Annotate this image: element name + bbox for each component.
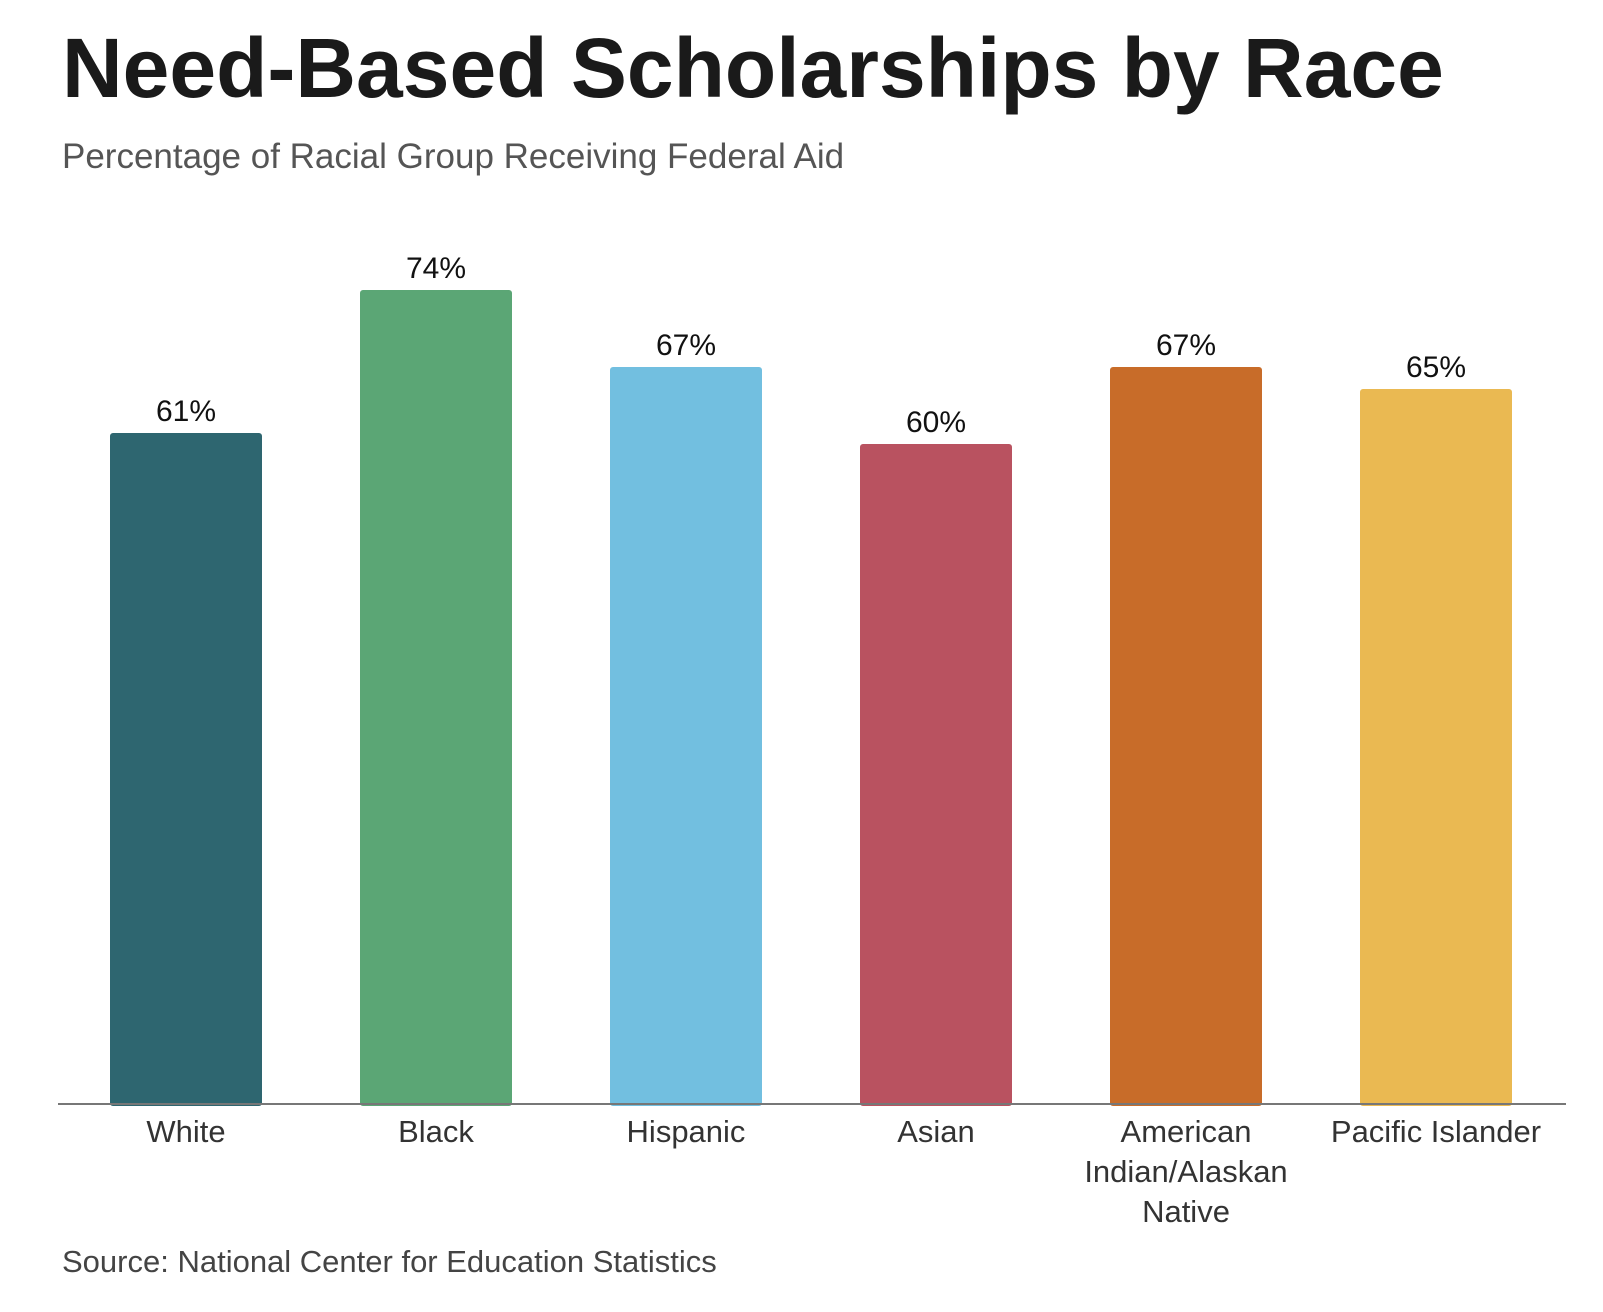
x-tick-label-line: Asian xyxy=(897,1114,975,1149)
bar-pacific-islander xyxy=(1360,389,1512,1106)
x-tick-label: American Indian/Alaskan Native xyxy=(1084,1114,1287,1229)
bar-hispanic xyxy=(610,367,762,1106)
source-note: Source: National Center for Education St… xyxy=(62,1244,717,1279)
x-tick-label: White xyxy=(146,1114,225,1149)
value-label: 61% xyxy=(156,395,216,428)
bar-american-indian-alaskan-native xyxy=(1110,367,1262,1106)
bar-black xyxy=(360,290,512,1106)
x-tick-label: Black xyxy=(398,1114,474,1149)
bar-white xyxy=(110,433,262,1106)
x-tick-label-line: Native xyxy=(1142,1194,1230,1229)
x-tick-label-line: White xyxy=(146,1114,225,1149)
x-tick-label: Pacific Islander xyxy=(1331,1114,1541,1149)
bars-layer xyxy=(110,290,1512,1106)
x-tick-label: Asian xyxy=(897,1114,975,1149)
x-tick-label-line: Hispanic xyxy=(627,1114,746,1149)
x-tick-label: Hispanic xyxy=(627,1114,746,1149)
chart-title: Need-Based Scholarships by Race xyxy=(62,21,1444,115)
bar-asian xyxy=(860,444,1012,1106)
x-tick-label-line: Indian/Alaskan xyxy=(1084,1154,1287,1189)
value-label: 67% xyxy=(1156,329,1216,362)
chart-subtitle: Percentage of Racial Group Receiving Fed… xyxy=(62,137,845,176)
x-tick-label-line: American xyxy=(1121,1114,1252,1149)
x-tick-label-line: Black xyxy=(398,1114,474,1149)
value-label: 60% xyxy=(906,406,966,439)
labels-layer: 61% White 74% Black 67% Hispanic 60% Asian 67% Am… xyxy=(146,252,1541,1229)
value-label: 65% xyxy=(1406,351,1466,384)
value-label: 67% xyxy=(656,329,716,362)
value-label: 74% xyxy=(406,252,466,285)
x-tick-label-line: Pacific Islander xyxy=(1331,1114,1541,1149)
